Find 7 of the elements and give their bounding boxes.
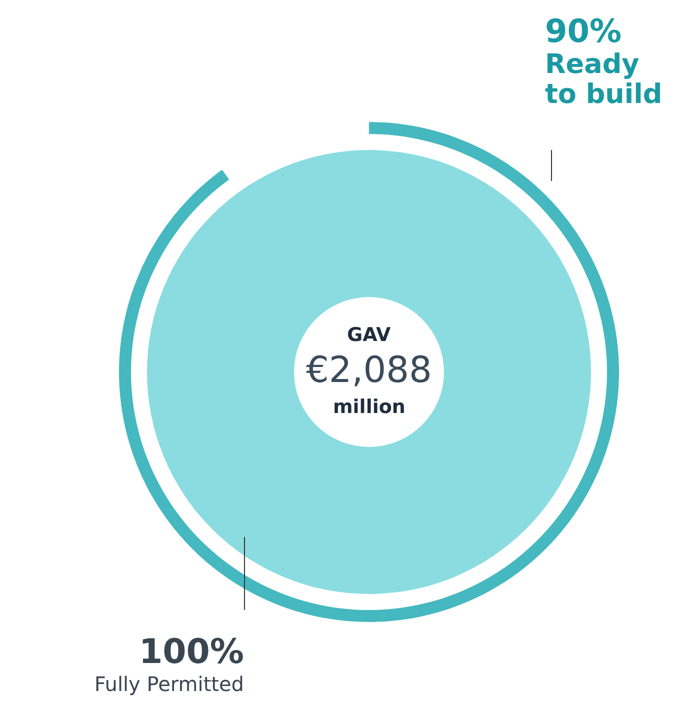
slice-label: Ready to build bbox=[545, 49, 664, 110]
text: million bbox=[333, 396, 406, 418]
text: GAV bbox=[347, 324, 392, 346]
text: €2,088 bbox=[306, 350, 432, 391]
data-label: 90% bbox=[545, 12, 623, 50]
data-label: 100% bbox=[138, 632, 244, 673]
slice-label: Fully Permitted bbox=[94, 672, 244, 696]
